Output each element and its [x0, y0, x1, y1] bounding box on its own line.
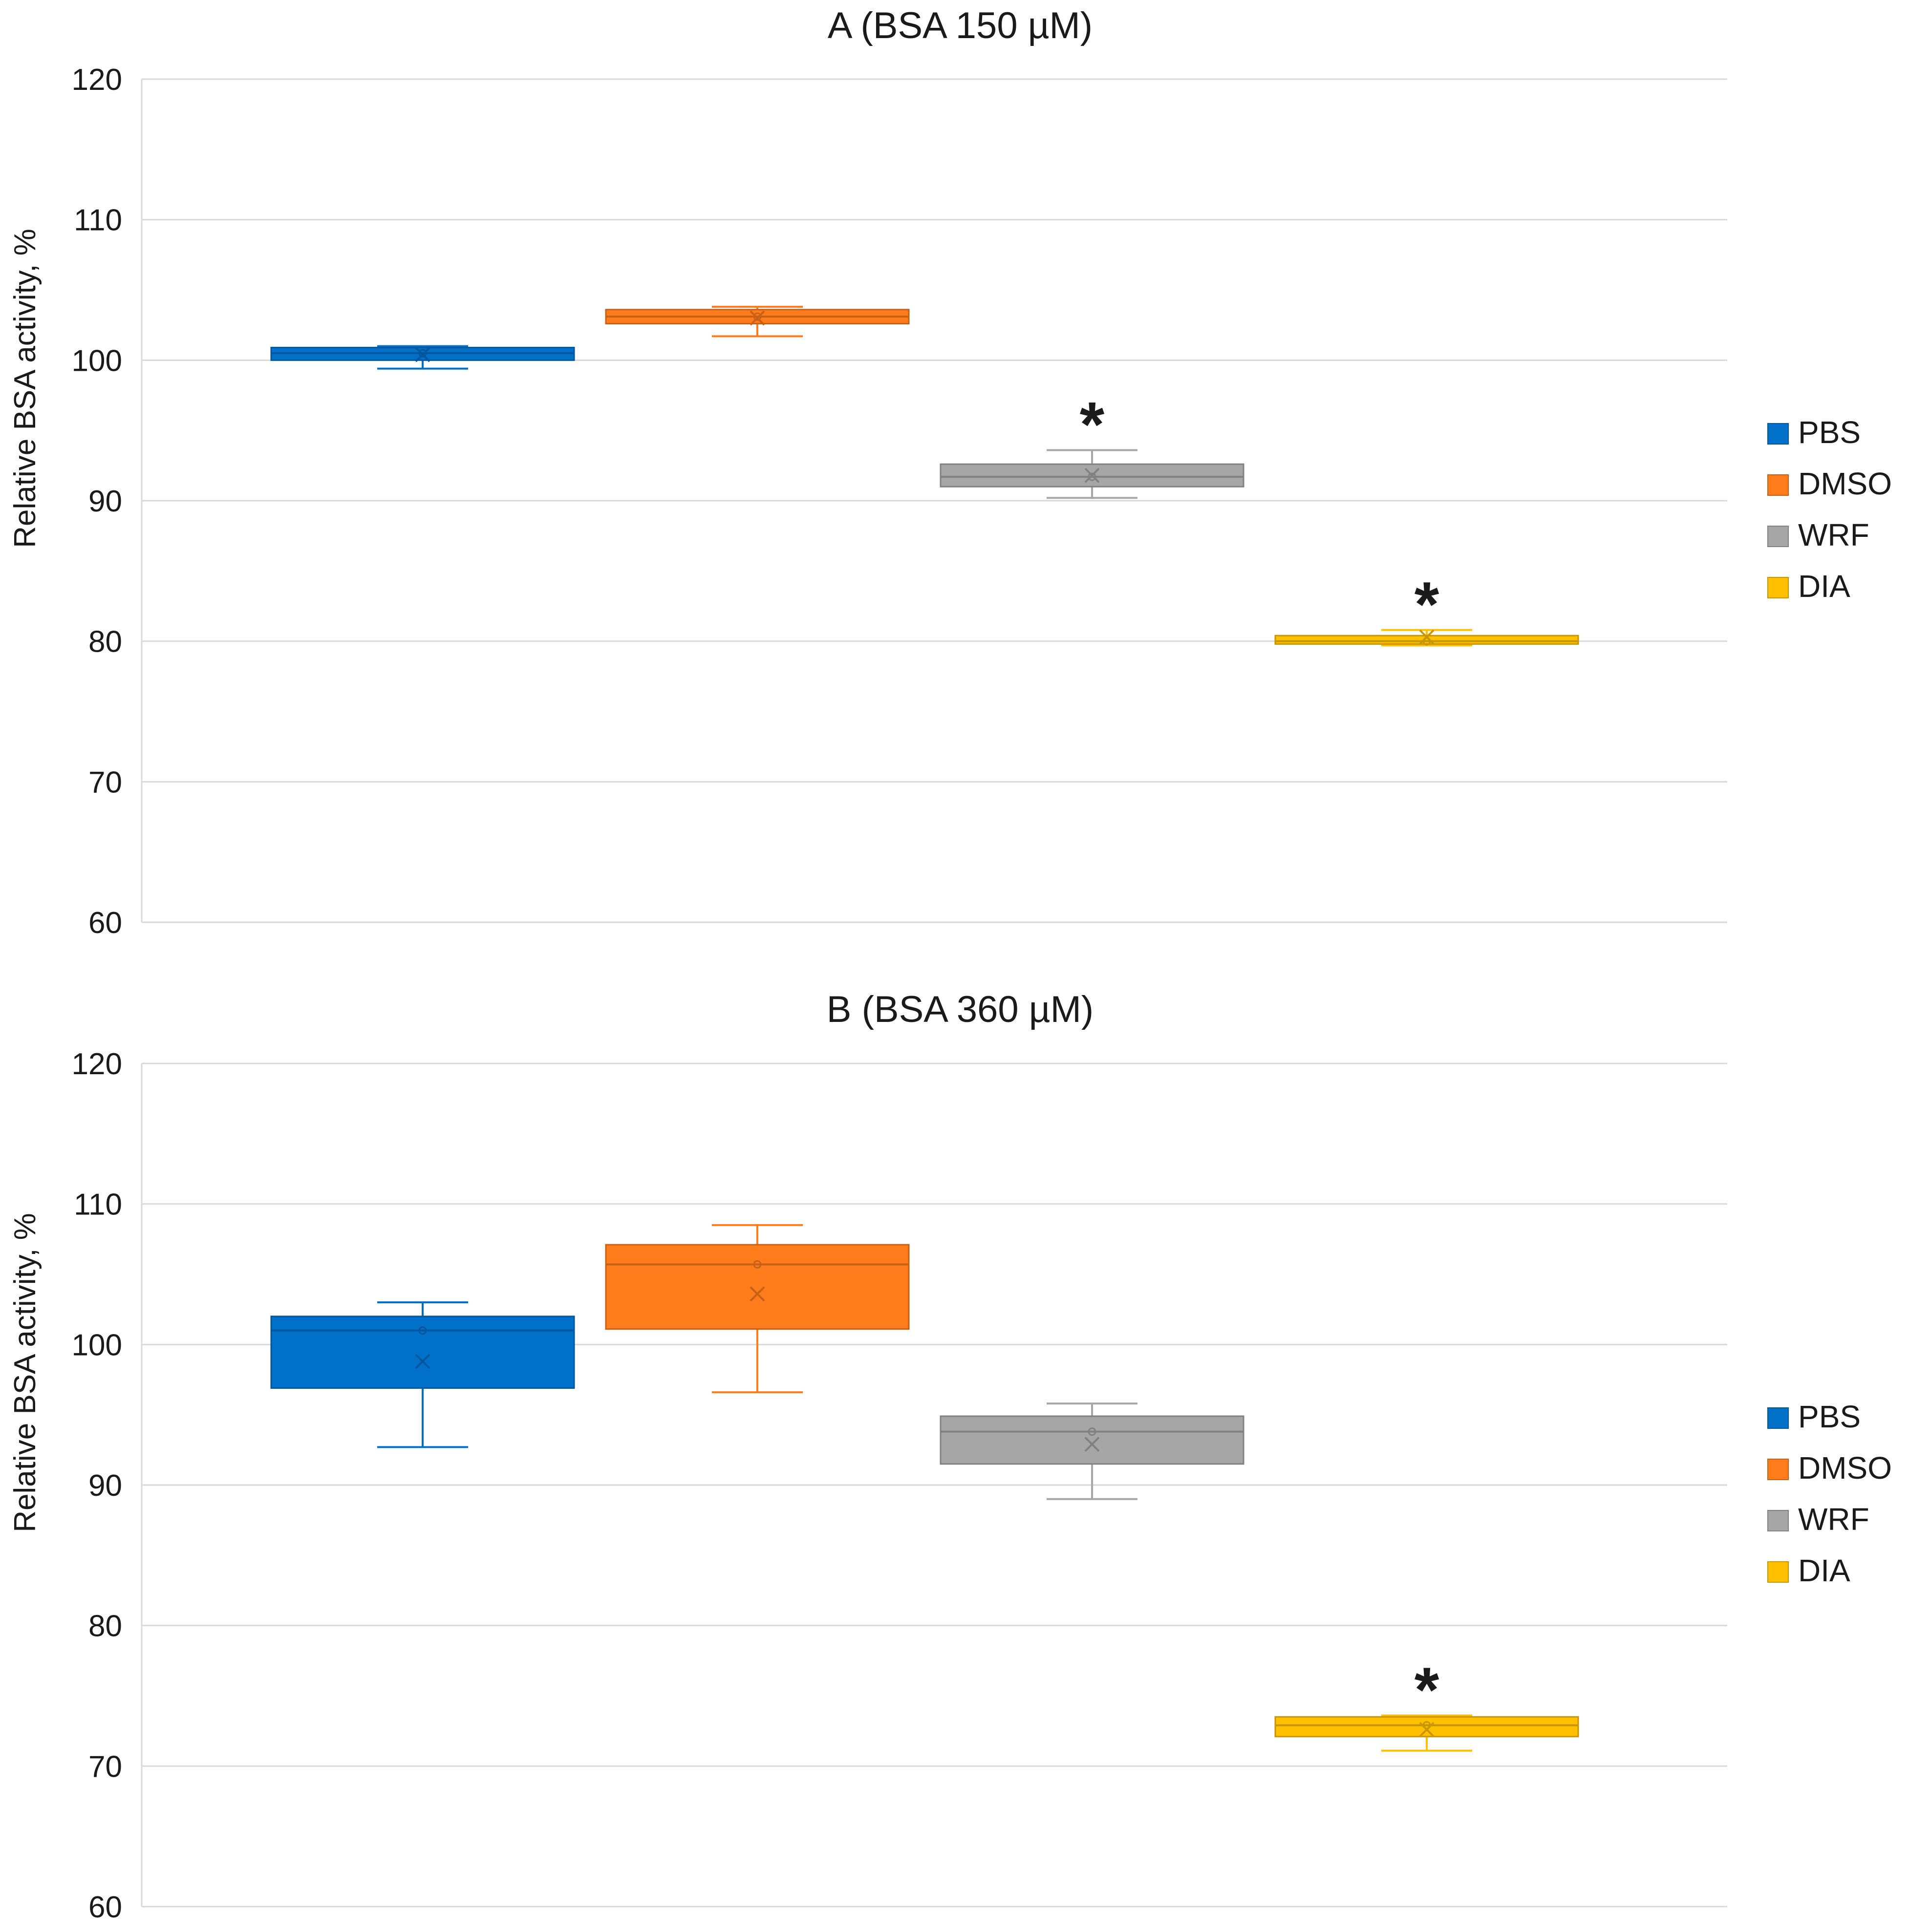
mean-marker: [1419, 629, 1435, 645]
median-point: [753, 1260, 762, 1269]
median-point: [1088, 1427, 1096, 1436]
median-point: [753, 312, 762, 321]
y-tick-label: 80: [88, 1610, 122, 1643]
y-tick-label: 60: [88, 1890, 122, 1924]
mean-marker: [415, 347, 430, 362]
legend-item-dmso: DMSO: [1767, 466, 1892, 501]
legend-swatch: [1767, 1510, 1789, 1531]
mean-marker: [750, 1286, 765, 1302]
legend-swatch: [1767, 1459, 1789, 1480]
box-dmso: [605, 306, 910, 338]
legend-swatch: [1767, 1407, 1789, 1429]
legend-item-dia: DIA: [1767, 1553, 1850, 1588]
y-tick-label: 110: [74, 204, 122, 237]
chart-panel-a: A (BSA 150 µM) Relative BSA activity, % 60…: [8, 5, 1892, 940]
y-tick-label: 120: [72, 63, 122, 97]
legend: PBS DMSO WRF DIA: [1767, 415, 1892, 604]
y-tick-label: 70: [88, 1750, 122, 1783]
legend-label: PBS: [1798, 1399, 1861, 1434]
mean-marker: [1419, 1722, 1435, 1737]
legend-item-pbs: PBS: [1767, 1399, 1861, 1434]
significance-marker: *: [1415, 1654, 1439, 1725]
y-tick-label: 80: [88, 625, 122, 659]
box-iqr: [270, 1316, 575, 1389]
y-axis-label: Relative BSA activity, %: [8, 229, 42, 548]
legend-swatch: [1767, 474, 1789, 496]
box-dia: *: [1274, 569, 1579, 647]
legend-label: PBS: [1798, 415, 1861, 450]
median-point: [1088, 472, 1096, 481]
legend-label: DMSO: [1798, 1450, 1892, 1486]
y-axis-label: Relative BSA activity, %: [8, 1213, 42, 1532]
mean-marker: [1084, 467, 1100, 483]
median-point: [418, 1326, 427, 1335]
y-tick-label: 60: [88, 906, 122, 940]
box-dmso: [605, 1224, 910, 1394]
legend-label: DIA: [1798, 1553, 1850, 1588]
mean-marker: [415, 1354, 430, 1369]
chart-panel-b: B (BSA 360 µM) Relative BSA activity, % 60…: [8, 989, 1892, 1924]
box-pbs: [270, 345, 575, 370]
chart-title: A (BSA 150 µM): [828, 5, 1093, 46]
legend-item-dia: DIA: [1767, 569, 1850, 604]
y-tick-label: 70: [88, 765, 122, 799]
legend-item-wrf: WRF: [1767, 517, 1869, 552]
box-wrf: *: [940, 388, 1244, 499]
legend-label: WRF: [1798, 517, 1869, 552]
significance-marker: *: [1080, 388, 1105, 460]
y-tick-label: 90: [88, 485, 122, 518]
y-tick-label: 100: [72, 1328, 122, 1362]
legend-item-dmso: DMSO: [1767, 1450, 1892, 1486]
box-iqr: [940, 1415, 1244, 1465]
legend-item-pbs: PBS: [1767, 415, 1861, 450]
box-pbs: [270, 1301, 575, 1448]
legend-swatch: [1767, 423, 1789, 445]
legend-label: DMSO: [1798, 466, 1892, 501]
legend-label: DIA: [1798, 569, 1850, 604]
legend: PBS DMSO WRF DIA: [1767, 1399, 1892, 1588]
y-tick-label: 90: [88, 1469, 122, 1503]
legend-swatch: [1767, 1561, 1789, 1583]
box-iqr: [605, 1244, 910, 1330]
mean-marker: [1084, 1437, 1100, 1452]
y-tick-label: 120: [72, 1047, 122, 1081]
legend-swatch: [1767, 577, 1789, 598]
median-point: [418, 349, 427, 358]
box-wrf: [940, 1402, 1244, 1500]
box-iqr: [1274, 1716, 1579, 1738]
y-tick-label: 100: [72, 344, 122, 378]
legend-swatch: [1767, 526, 1789, 547]
legend-label: WRF: [1798, 1502, 1869, 1537]
significance-marker: *: [1415, 569, 1439, 640]
chart-title: B (BSA 360 µM): [827, 989, 1094, 1030]
mean-marker: [750, 310, 765, 326]
y-tick-label: 110: [74, 1188, 122, 1222]
box-dia: *: [1274, 1654, 1579, 1752]
legend-item-wrf: WRF: [1767, 1502, 1869, 1537]
